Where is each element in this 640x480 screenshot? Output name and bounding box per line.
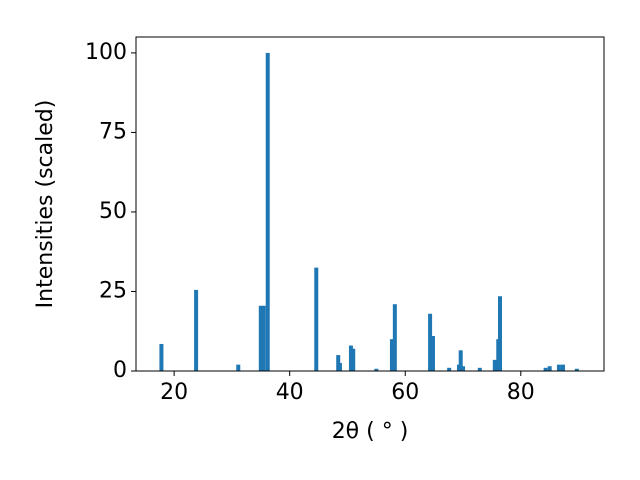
x-tick-label: 20 [160, 380, 188, 405]
bar [392, 304, 397, 371]
bar [351, 348, 356, 371]
y-axis-label: Intensities (scaled) [33, 100, 58, 309]
bar [265, 52, 270, 372]
bar [492, 359, 497, 371]
y-tick-label: 100 [85, 40, 127, 65]
x-tick-label: 60 [391, 380, 419, 405]
bar [348, 345, 353, 371]
bar [261, 305, 266, 371]
bar [461, 366, 466, 371]
bar [258, 305, 263, 371]
bar [498, 296, 502, 371]
bar [194, 289, 199, 371]
bar [374, 368, 379, 371]
bar [159, 343, 164, 371]
y-tick-label: 25 [99, 278, 127, 303]
bar [428, 313, 433, 371]
bar [477, 367, 482, 371]
bar [314, 267, 319, 371]
x-axis-label: 2θ ( ° ) [332, 419, 409, 444]
y-tick-label: 75 [99, 119, 127, 144]
bar [447, 367, 452, 371]
y-tick-label: 0 [113, 358, 127, 383]
bar [458, 350, 463, 371]
bar [337, 363, 342, 371]
x-tick-label: 80 [507, 380, 535, 405]
bar [547, 366, 552, 371]
x-tick-label: 40 [276, 380, 304, 405]
bar [389, 339, 394, 371]
y-tick-label: 50 [99, 199, 127, 224]
bar [430, 336, 435, 371]
bar [560, 364, 565, 371]
bar [236, 364, 241, 371]
plot-frame [135, 36, 605, 372]
bar [543, 367, 548, 371]
bar [574, 368, 579, 371]
bar [556, 364, 561, 371]
